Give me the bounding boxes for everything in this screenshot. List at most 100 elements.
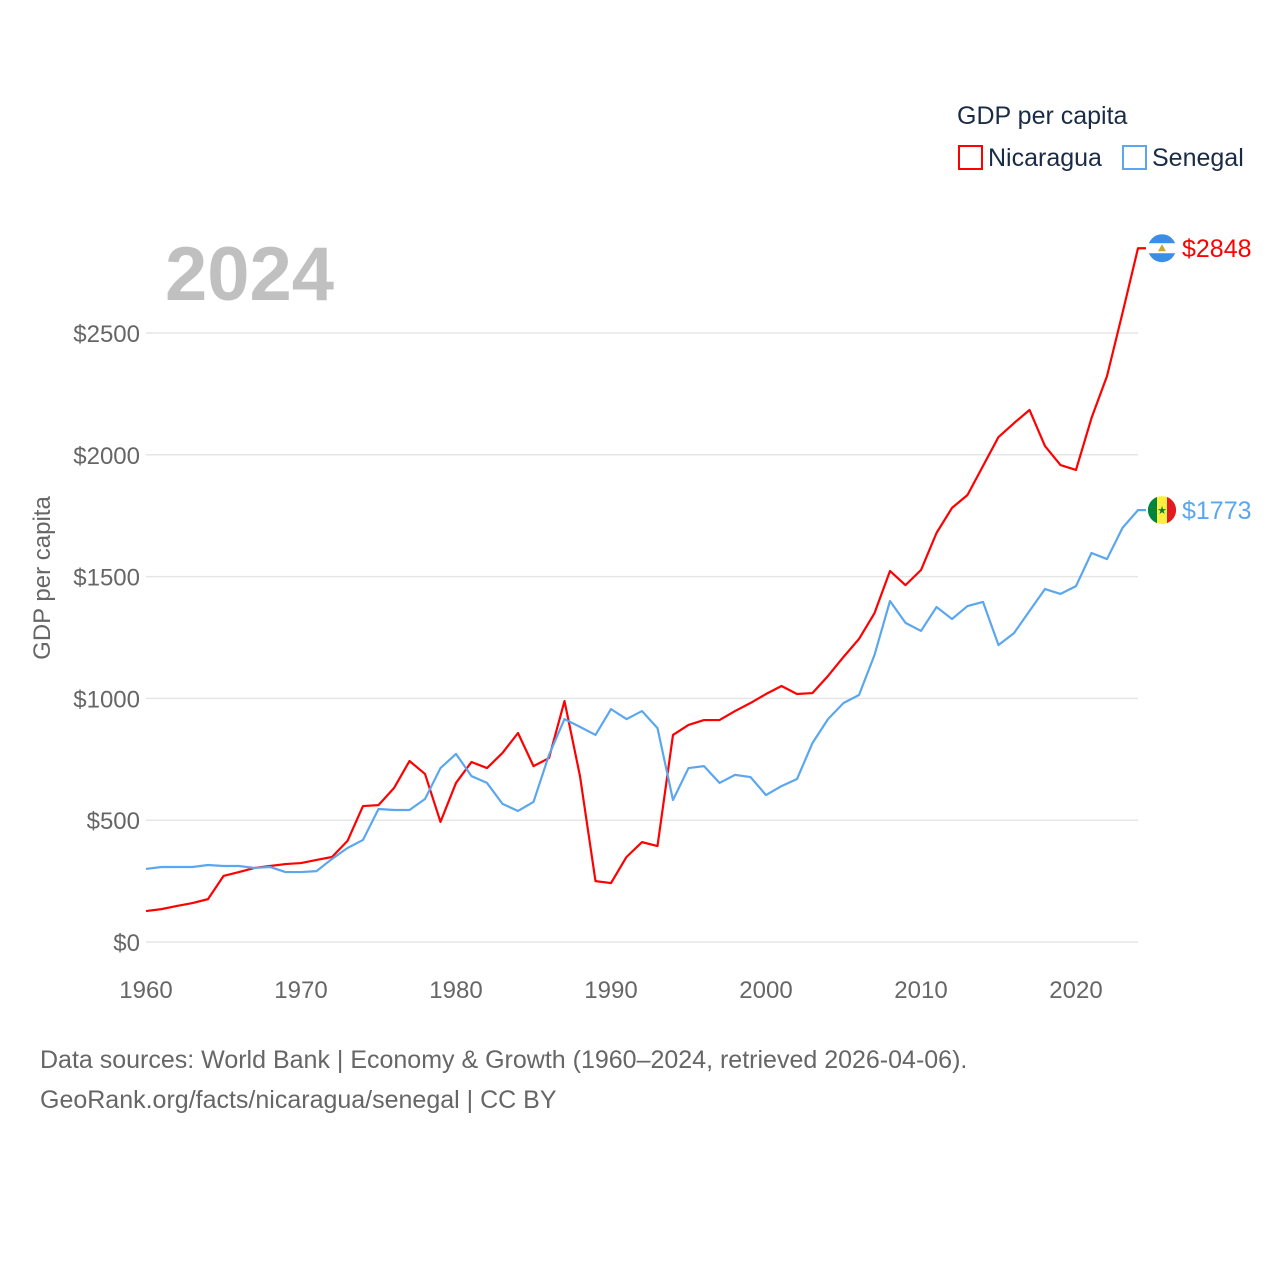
data-point[interactable] bbox=[562, 698, 568, 704]
data-point[interactable] bbox=[531, 799, 537, 805]
data-point[interactable] bbox=[996, 434, 1002, 440]
data-point[interactable] bbox=[949, 505, 955, 511]
data-point[interactable] bbox=[639, 839, 645, 845]
data-point[interactable] bbox=[903, 620, 909, 626]
data-point[interactable] bbox=[1042, 586, 1048, 592]
data-point[interactable] bbox=[872, 652, 878, 658]
data-point[interactable] bbox=[1135, 507, 1141, 513]
data-point[interactable] bbox=[996, 642, 1002, 648]
data-point[interactable] bbox=[143, 866, 149, 872]
data-point[interactable] bbox=[422, 771, 428, 777]
data-point[interactable] bbox=[1042, 443, 1048, 449]
data-point[interactable] bbox=[174, 903, 180, 909]
data-point[interactable] bbox=[918, 567, 924, 573]
data-point[interactable] bbox=[267, 864, 273, 870]
data-point[interactable] bbox=[469, 759, 475, 765]
data-point[interactable] bbox=[779, 683, 785, 689]
data-point[interactable] bbox=[763, 691, 769, 697]
data-point[interactable] bbox=[205, 862, 211, 868]
data-point[interactable] bbox=[484, 780, 490, 786]
data-point[interactable] bbox=[1089, 550, 1095, 556]
data-point[interactable] bbox=[1073, 583, 1079, 589]
data-point[interactable] bbox=[453, 751, 459, 757]
data-point[interactable] bbox=[577, 773, 583, 779]
data-point[interactable] bbox=[283, 869, 289, 875]
attribution-link[interactable]: GeoRank.org/facts/nicaragua/senegal | CC… bbox=[40, 1086, 557, 1114]
data-point[interactable] bbox=[624, 716, 630, 722]
data-point[interactable] bbox=[407, 758, 413, 764]
data-point[interactable] bbox=[856, 636, 862, 642]
data-point[interactable] bbox=[391, 807, 397, 813]
data-point[interactable] bbox=[701, 763, 707, 769]
data-point[interactable] bbox=[949, 616, 955, 622]
data-point[interactable] bbox=[1011, 630, 1017, 636]
data-point[interactable] bbox=[794, 776, 800, 782]
data-point[interactable] bbox=[1027, 407, 1033, 413]
data-point[interactable] bbox=[686, 765, 692, 771]
data-point[interactable] bbox=[1058, 462, 1064, 468]
data-point[interactable] bbox=[314, 857, 320, 863]
data-point[interactable] bbox=[345, 845, 351, 851]
data-point[interactable] bbox=[887, 598, 893, 604]
data-point[interactable] bbox=[934, 604, 940, 610]
data-point[interactable] bbox=[376, 806, 382, 812]
data-point[interactable] bbox=[546, 752, 552, 758]
data-point[interactable] bbox=[329, 856, 335, 862]
data-point[interactable] bbox=[190, 864, 196, 870]
data-point[interactable] bbox=[779, 783, 785, 789]
data-point[interactable] bbox=[1027, 608, 1033, 614]
data-point[interactable] bbox=[159, 906, 165, 912]
data-point[interactable] bbox=[980, 599, 986, 605]
data-point[interactable] bbox=[221, 863, 227, 869]
data-point[interactable] bbox=[531, 763, 537, 769]
data-point[interactable] bbox=[438, 765, 444, 771]
data-point[interactable] bbox=[965, 603, 971, 609]
data-point[interactable] bbox=[825, 716, 831, 722]
data-point[interactable] bbox=[469, 773, 475, 779]
data-point[interactable] bbox=[360, 803, 366, 809]
data-point[interactable] bbox=[841, 700, 847, 706]
data-point[interactable] bbox=[670, 732, 676, 738]
data-point[interactable] bbox=[298, 860, 304, 866]
data-point[interactable] bbox=[345, 838, 351, 844]
data-point[interactable] bbox=[655, 725, 661, 731]
data-point[interactable] bbox=[453, 780, 459, 786]
legend-label-nicaragua[interactable]: Nicaragua bbox=[988, 144, 1102, 172]
data-point[interactable] bbox=[593, 878, 599, 884]
data-point[interactable] bbox=[748, 700, 754, 706]
data-point[interactable] bbox=[221, 873, 227, 879]
data-point[interactable] bbox=[1135, 245, 1141, 251]
data-point[interactable] bbox=[205, 896, 211, 902]
data-point[interactable] bbox=[825, 673, 831, 679]
data-point[interactable] bbox=[748, 774, 754, 780]
data-point[interactable] bbox=[407, 807, 413, 813]
data-point[interactable] bbox=[298, 869, 304, 875]
data-point[interactable] bbox=[1104, 556, 1110, 562]
data-point[interactable] bbox=[655, 843, 661, 849]
data-point[interactable] bbox=[639, 708, 645, 714]
data-point[interactable] bbox=[236, 863, 242, 869]
data-point[interactable] bbox=[1058, 591, 1064, 597]
data-point[interactable] bbox=[500, 801, 506, 807]
data-point[interactable] bbox=[980, 463, 986, 469]
data-point[interactable] bbox=[1089, 415, 1095, 421]
data-point[interactable] bbox=[1073, 467, 1079, 473]
data-point[interactable] bbox=[283, 861, 289, 867]
data-point[interactable] bbox=[717, 717, 723, 723]
data-point[interactable] bbox=[159, 864, 165, 870]
data-point[interactable] bbox=[360, 837, 366, 843]
data-point[interactable] bbox=[965, 492, 971, 498]
data-point[interactable] bbox=[500, 750, 506, 756]
data-point[interactable] bbox=[515, 808, 521, 814]
data-point[interactable] bbox=[608, 880, 614, 886]
data-point[interactable] bbox=[903, 582, 909, 588]
data-point[interactable] bbox=[422, 796, 428, 802]
data-point[interactable] bbox=[887, 568, 893, 574]
data-point[interactable] bbox=[624, 854, 630, 860]
data-point[interactable] bbox=[143, 908, 149, 914]
data-point[interactable] bbox=[438, 819, 444, 825]
data-point[interactable] bbox=[686, 722, 692, 728]
data-point[interactable] bbox=[1104, 373, 1110, 379]
data-point[interactable] bbox=[810, 740, 816, 746]
data-point[interactable] bbox=[252, 865, 258, 871]
